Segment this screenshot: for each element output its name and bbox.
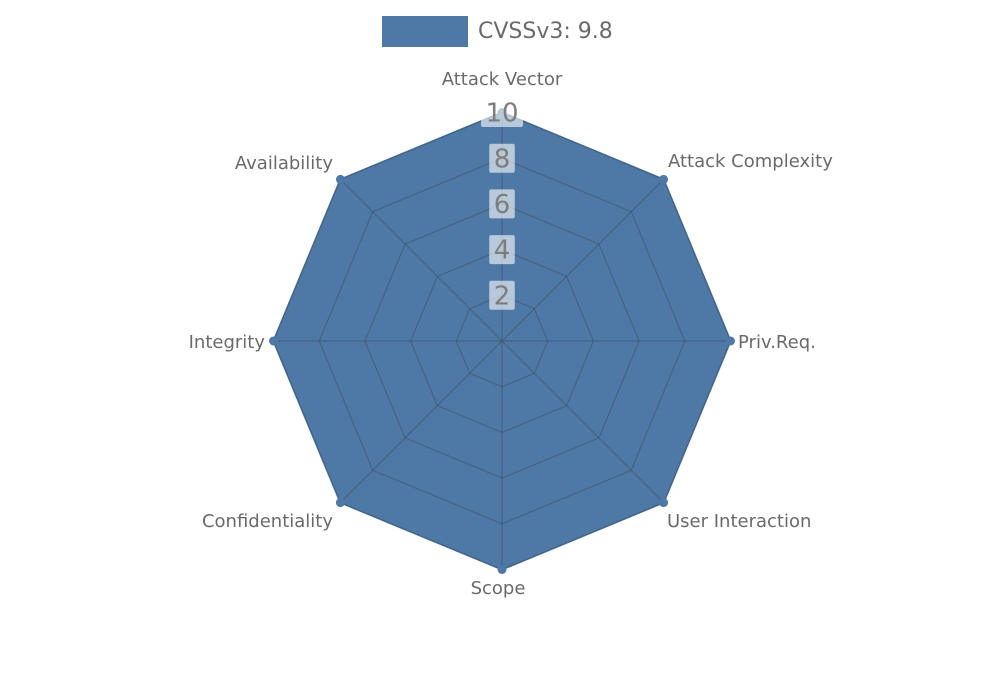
legend-label: CVSSv3: 9.8 (478, 19, 613, 44)
radial-tick-label: 10 (485, 99, 518, 129)
tick-label-box (481, 98, 523, 127)
grid-spoke (501, 179, 664, 342)
axis-label-priv-req-: Priv.Req. (738, 332, 816, 353)
legend: CVSSv3: 9.8 (382, 16, 613, 47)
tick-label-box (489, 189, 515, 219)
grid-spoke (501, 340, 664, 503)
data-point-marker (659, 174, 669, 184)
radial-tick-label: 8 (494, 144, 511, 174)
radial-tick-label: 6 (494, 190, 511, 220)
tick-label-box (489, 143, 515, 173)
legend-swatch (382, 16, 468, 47)
data-point-marker (269, 336, 278, 346)
data-point-marker (335, 498, 345, 508)
axis-label-attack-vector: Attack Vector (442, 69, 563, 90)
axis-label-scope: Scope (471, 578, 526, 599)
tick-label-box (489, 280, 515, 310)
axis-label-confidentiality: Confidentiality (202, 511, 333, 532)
data-point-marker (335, 174, 345, 184)
data-point-marker (726, 336, 735, 346)
data-point-marker (497, 565, 507, 574)
grid-spoke (340, 340, 503, 503)
axis-label-attack-complexity: Attack Complexity (668, 151, 833, 172)
axis-label-availability: Availability (235, 153, 333, 174)
axis-label-user-interaction: User Interaction (667, 511, 811, 532)
radial-tick-label: 2 (494, 281, 511, 311)
data-point-marker (659, 498, 669, 508)
tick-label-box (489, 235, 515, 265)
axis-label-integrity: Integrity (189, 332, 266, 353)
grid-spoke (340, 179, 503, 342)
radial-tick-label: 4 (494, 236, 511, 266)
